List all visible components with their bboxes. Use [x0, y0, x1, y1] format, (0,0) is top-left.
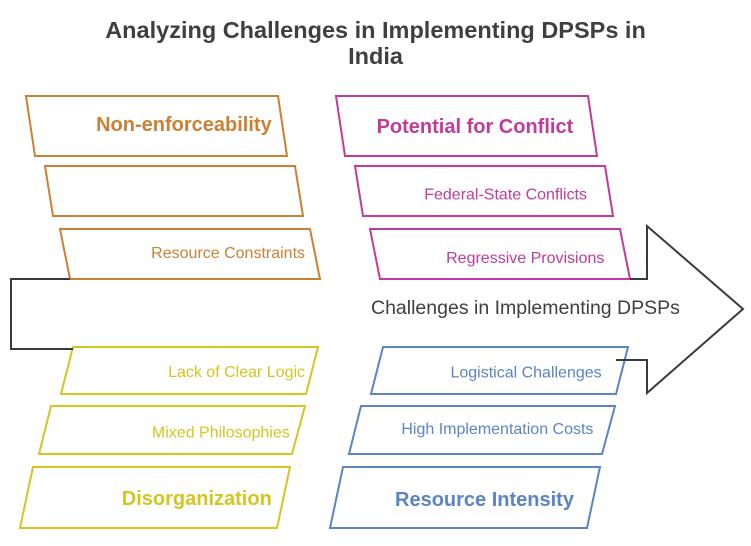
svg-text:Federal-State Conflicts: Federal-State Conflicts: [424, 186, 587, 203]
svg-text:Challenges in Implementing DPS: Challenges in Implementing DPSPs: [371, 297, 680, 319]
svg-text:Lack of Clear Logic: Lack of Clear Logic: [168, 364, 305, 381]
svg-text:Disorganization: Disorganization: [122, 488, 272, 510]
svg-text:Resource Intensity: Resource Intensity: [395, 489, 575, 511]
svg-text:High Implementation Costs: High Implementation Costs: [401, 421, 593, 438]
svg-text:Logistical Challenges: Logistical Challenges: [450, 365, 601, 382]
svg-text:Non-enforceability: Non-enforceability: [96, 114, 272, 136]
svg-text:Resource Constraints: Resource Constraints: [151, 245, 305, 262]
svg-text:Potential for Conflict: Potential for Conflict: [377, 116, 574, 138]
svg-text:Regressive Provisions: Regressive Provisions: [446, 250, 604, 267]
svg-text:Mixed Philosophies: Mixed Philosophies: [152, 425, 290, 442]
